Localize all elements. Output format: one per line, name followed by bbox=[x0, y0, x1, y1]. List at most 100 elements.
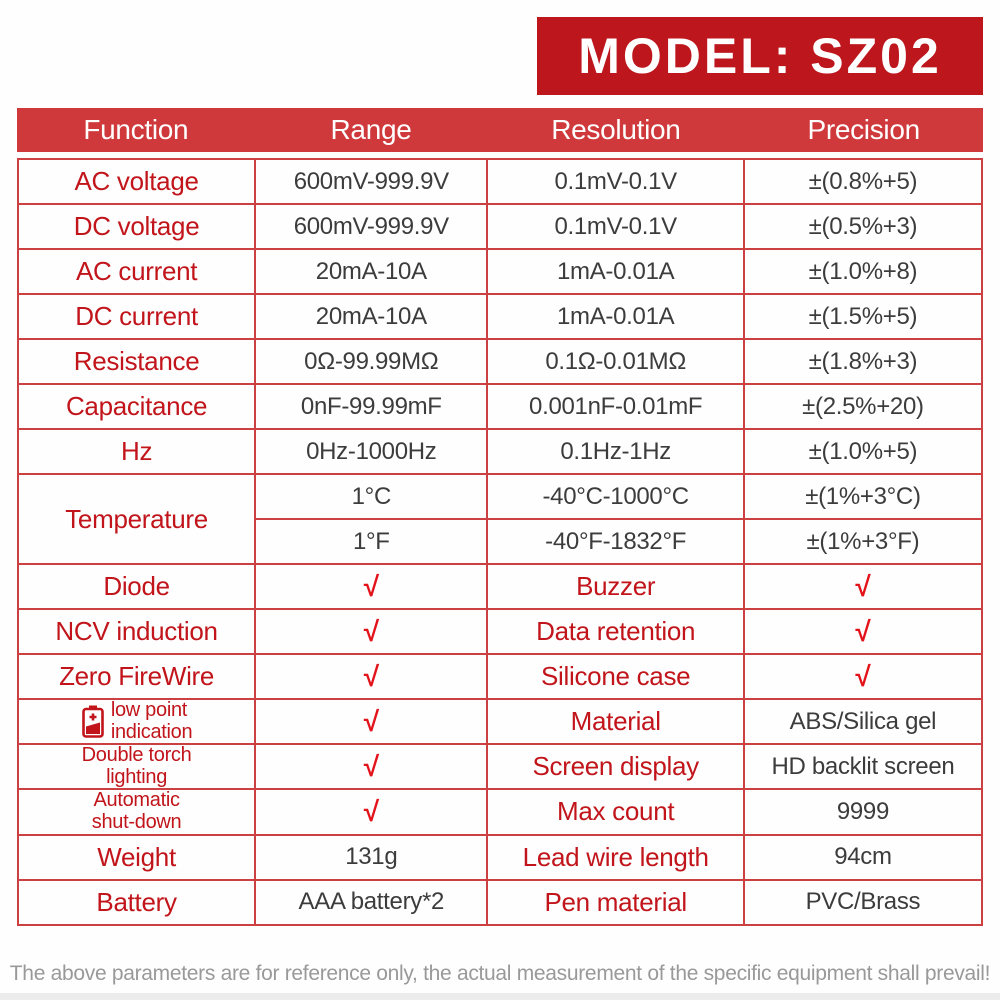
model-title: MODEL: SZ02 bbox=[537, 17, 983, 95]
cell-text: ±(1.0%+5) bbox=[808, 437, 918, 465]
table-row: Hz 0Hz-1000Hz 0.1Hz-1Hz ±(1.0%+5) bbox=[16, 428, 984, 475]
icon-label-group: low point indication bbox=[23, 699, 250, 743]
table-header: Function Range Resolution Precision bbox=[17, 108, 983, 152]
cell-text: PVC/Brass bbox=[805, 888, 921, 916]
spec-table: AC voltage 600mV-999.9V 0.1mV-0.1V ±(0.8%+5… bbox=[16, 158, 984, 926]
cell-text: 1°F bbox=[352, 527, 390, 555]
spec-label-cell: Weight bbox=[16, 833, 257, 881]
cell-text: 1°C bbox=[351, 482, 392, 510]
spec-value-cell: 1mA-0.01A bbox=[486, 293, 745, 340]
spec-label-cell: Buzzer bbox=[486, 563, 745, 610]
spec-label-cell: Double torch lighting bbox=[16, 743, 257, 791]
check-cell: √ bbox=[742, 653, 984, 700]
spec-value-cell: ±(1.5%+5) bbox=[742, 293, 984, 340]
cell-text: NCV induction bbox=[55, 616, 218, 646]
check-cell: √ bbox=[254, 563, 489, 610]
table-row: Battery AAA battery*2 Pen material PVC/Bras… bbox=[16, 878, 984, 926]
cell-text: √ bbox=[363, 795, 379, 827]
spec-label-cell: Temperature bbox=[16, 473, 257, 565]
spec-label-cell: Automatic shut-down bbox=[16, 788, 257, 836]
cell-text: 0.1Hz-1Hz bbox=[560, 437, 671, 465]
spec-label-cell: Diode bbox=[16, 563, 257, 610]
table-row: low point indication √ Material ABS/Silica g… bbox=[16, 697, 984, 746]
table-row: Weight 131g Lead wire length 94cm bbox=[16, 833, 984, 881]
cell-text: Buzzer bbox=[576, 571, 656, 601]
spec-label-cell: Screen display bbox=[486, 743, 745, 791]
spec-label-cell: DC current bbox=[16, 293, 257, 340]
table-row: DC current 20mA-10A 1mA-0.01A ±(1.5%+5) bbox=[16, 293, 984, 340]
cell-text: ±(0.5%+3) bbox=[808, 212, 918, 240]
table-row: 1°F -40°F-1832°F ±(1%+3°F) bbox=[18, 518, 984, 565]
cell-text: ±(1%+3°F) bbox=[806, 527, 920, 555]
cell-text: Data retention bbox=[536, 616, 696, 646]
table-row: Temperature 1°C -40°C-1000°C ±(1%+3°C) bbox=[16, 473, 984, 565]
spec-value-cell: 0.1Ω-0.01MΩ bbox=[486, 338, 745, 385]
spec-table-body: AC voltage 600mV-999.9V 0.1mV-0.1V ±(0.8%+5… bbox=[16, 158, 984, 926]
spec-value-cell: AAA battery*2 bbox=[254, 878, 489, 926]
spec-value-cell: 600mV-999.9V bbox=[254, 203, 489, 250]
spec-label-cell: low point indication bbox=[16, 697, 257, 746]
cell-text: √ bbox=[363, 750, 379, 782]
check-cell: √ bbox=[742, 608, 984, 655]
cell-text: Temperature bbox=[65, 503, 208, 534]
spec-value-cell: 9999 bbox=[742, 788, 984, 836]
cell-text: 0.1mV-0.1V bbox=[554, 212, 677, 240]
check-cell: √ bbox=[254, 788, 489, 836]
spec-label-cell: Hz bbox=[16, 428, 257, 475]
table-row: AC current 20mA-10A 1mA-0.01A ±(1.0%+8) bbox=[16, 248, 984, 295]
spec-value-cell: 0Hz-1000Hz bbox=[254, 428, 489, 475]
cell-text: Material bbox=[570, 706, 661, 737]
cell-text: Capacitance bbox=[65, 391, 208, 421]
cell-text: √ bbox=[363, 705, 379, 737]
spec-value-cell: 0Ω-99.99MΩ bbox=[254, 338, 489, 385]
spec-label-cell: Capacitance bbox=[16, 383, 257, 430]
cell-text: √ bbox=[363, 615, 379, 647]
cell-text: low point indication bbox=[110, 699, 193, 743]
table-row: AC voltage 600mV-999.9V 0.1mV-0.1V ±(0.8%+5… bbox=[16, 158, 984, 205]
header-cell-range: Range bbox=[330, 114, 412, 145]
cell-text: Weight bbox=[97, 841, 176, 872]
cell-text: -40°C-1000°C bbox=[542, 482, 689, 510]
spec-value-cell: PVC/Brass bbox=[742, 878, 984, 926]
cell-text: 0nF-99.99mF bbox=[300, 392, 442, 420]
table-row: NCV induction √ Data retention √ bbox=[16, 608, 984, 655]
table-row: Zero FireWire √ Silicone case √ bbox=[16, 653, 984, 700]
cell-text: √ bbox=[855, 570, 871, 602]
spec-value-cell: ±(0.5%+3) bbox=[742, 203, 984, 250]
cell-text: 20mA-10A bbox=[315, 257, 427, 285]
cell-text: Battery bbox=[96, 886, 177, 917]
cell-text: 0Hz-1000Hz bbox=[306, 437, 437, 465]
spec-label-cell: NCV induction bbox=[16, 608, 257, 655]
header-cell-precision: Precision bbox=[807, 114, 920, 145]
spec-value-cell: 20mA-10A bbox=[254, 293, 489, 340]
table-row: Diode √ Buzzer √ bbox=[16, 563, 984, 610]
cell-text: Zero FireWire bbox=[59, 661, 215, 691]
cell-text: 600mV-999.9V bbox=[293, 167, 449, 195]
cell-text: Diode bbox=[103, 571, 170, 601]
spec-label-cell: AC voltage bbox=[16, 158, 257, 205]
cell-text: Silicone case bbox=[541, 661, 691, 691]
spec-value-cell: -40°F-1832°F bbox=[486, 518, 745, 565]
spec-label-cell: Silicone case bbox=[486, 653, 745, 700]
cell-text: AAA battery*2 bbox=[298, 888, 445, 916]
spec-value-cell: 131g bbox=[254, 833, 489, 881]
spec-value-cell: 0.1Hz-1Hz bbox=[486, 428, 745, 475]
cell-text: ±(0.8%+5) bbox=[808, 167, 918, 195]
cell-text: ±(2.5%+20) bbox=[802, 392, 924, 420]
spec-value-cell: 1°C bbox=[254, 473, 489, 520]
cell-text: √ bbox=[855, 615, 871, 647]
battery-low-icon bbox=[82, 705, 104, 738]
spec-label-cell: Data retention bbox=[486, 608, 745, 655]
spec-label-cell: Zero FireWire bbox=[16, 653, 257, 700]
cell-text: Hz bbox=[120, 436, 153, 466]
table-row: Capacitance 0nF-99.99mF 0.001nF-0.01mF ±(2.… bbox=[16, 383, 984, 430]
spec-value-cell: 0nF-99.99mF bbox=[254, 383, 489, 430]
cell-text: √ bbox=[855, 660, 871, 692]
spec-label-cell: DC voltage bbox=[16, 203, 257, 250]
cell-text: ABS/Silica gel bbox=[789, 707, 937, 735]
check-cell: √ bbox=[254, 608, 489, 655]
cell-text: 0.001nF-0.01mF bbox=[529, 392, 703, 420]
cell-text: 131g bbox=[345, 843, 398, 871]
cell-text: ±(1.8%+3) bbox=[808, 347, 918, 375]
